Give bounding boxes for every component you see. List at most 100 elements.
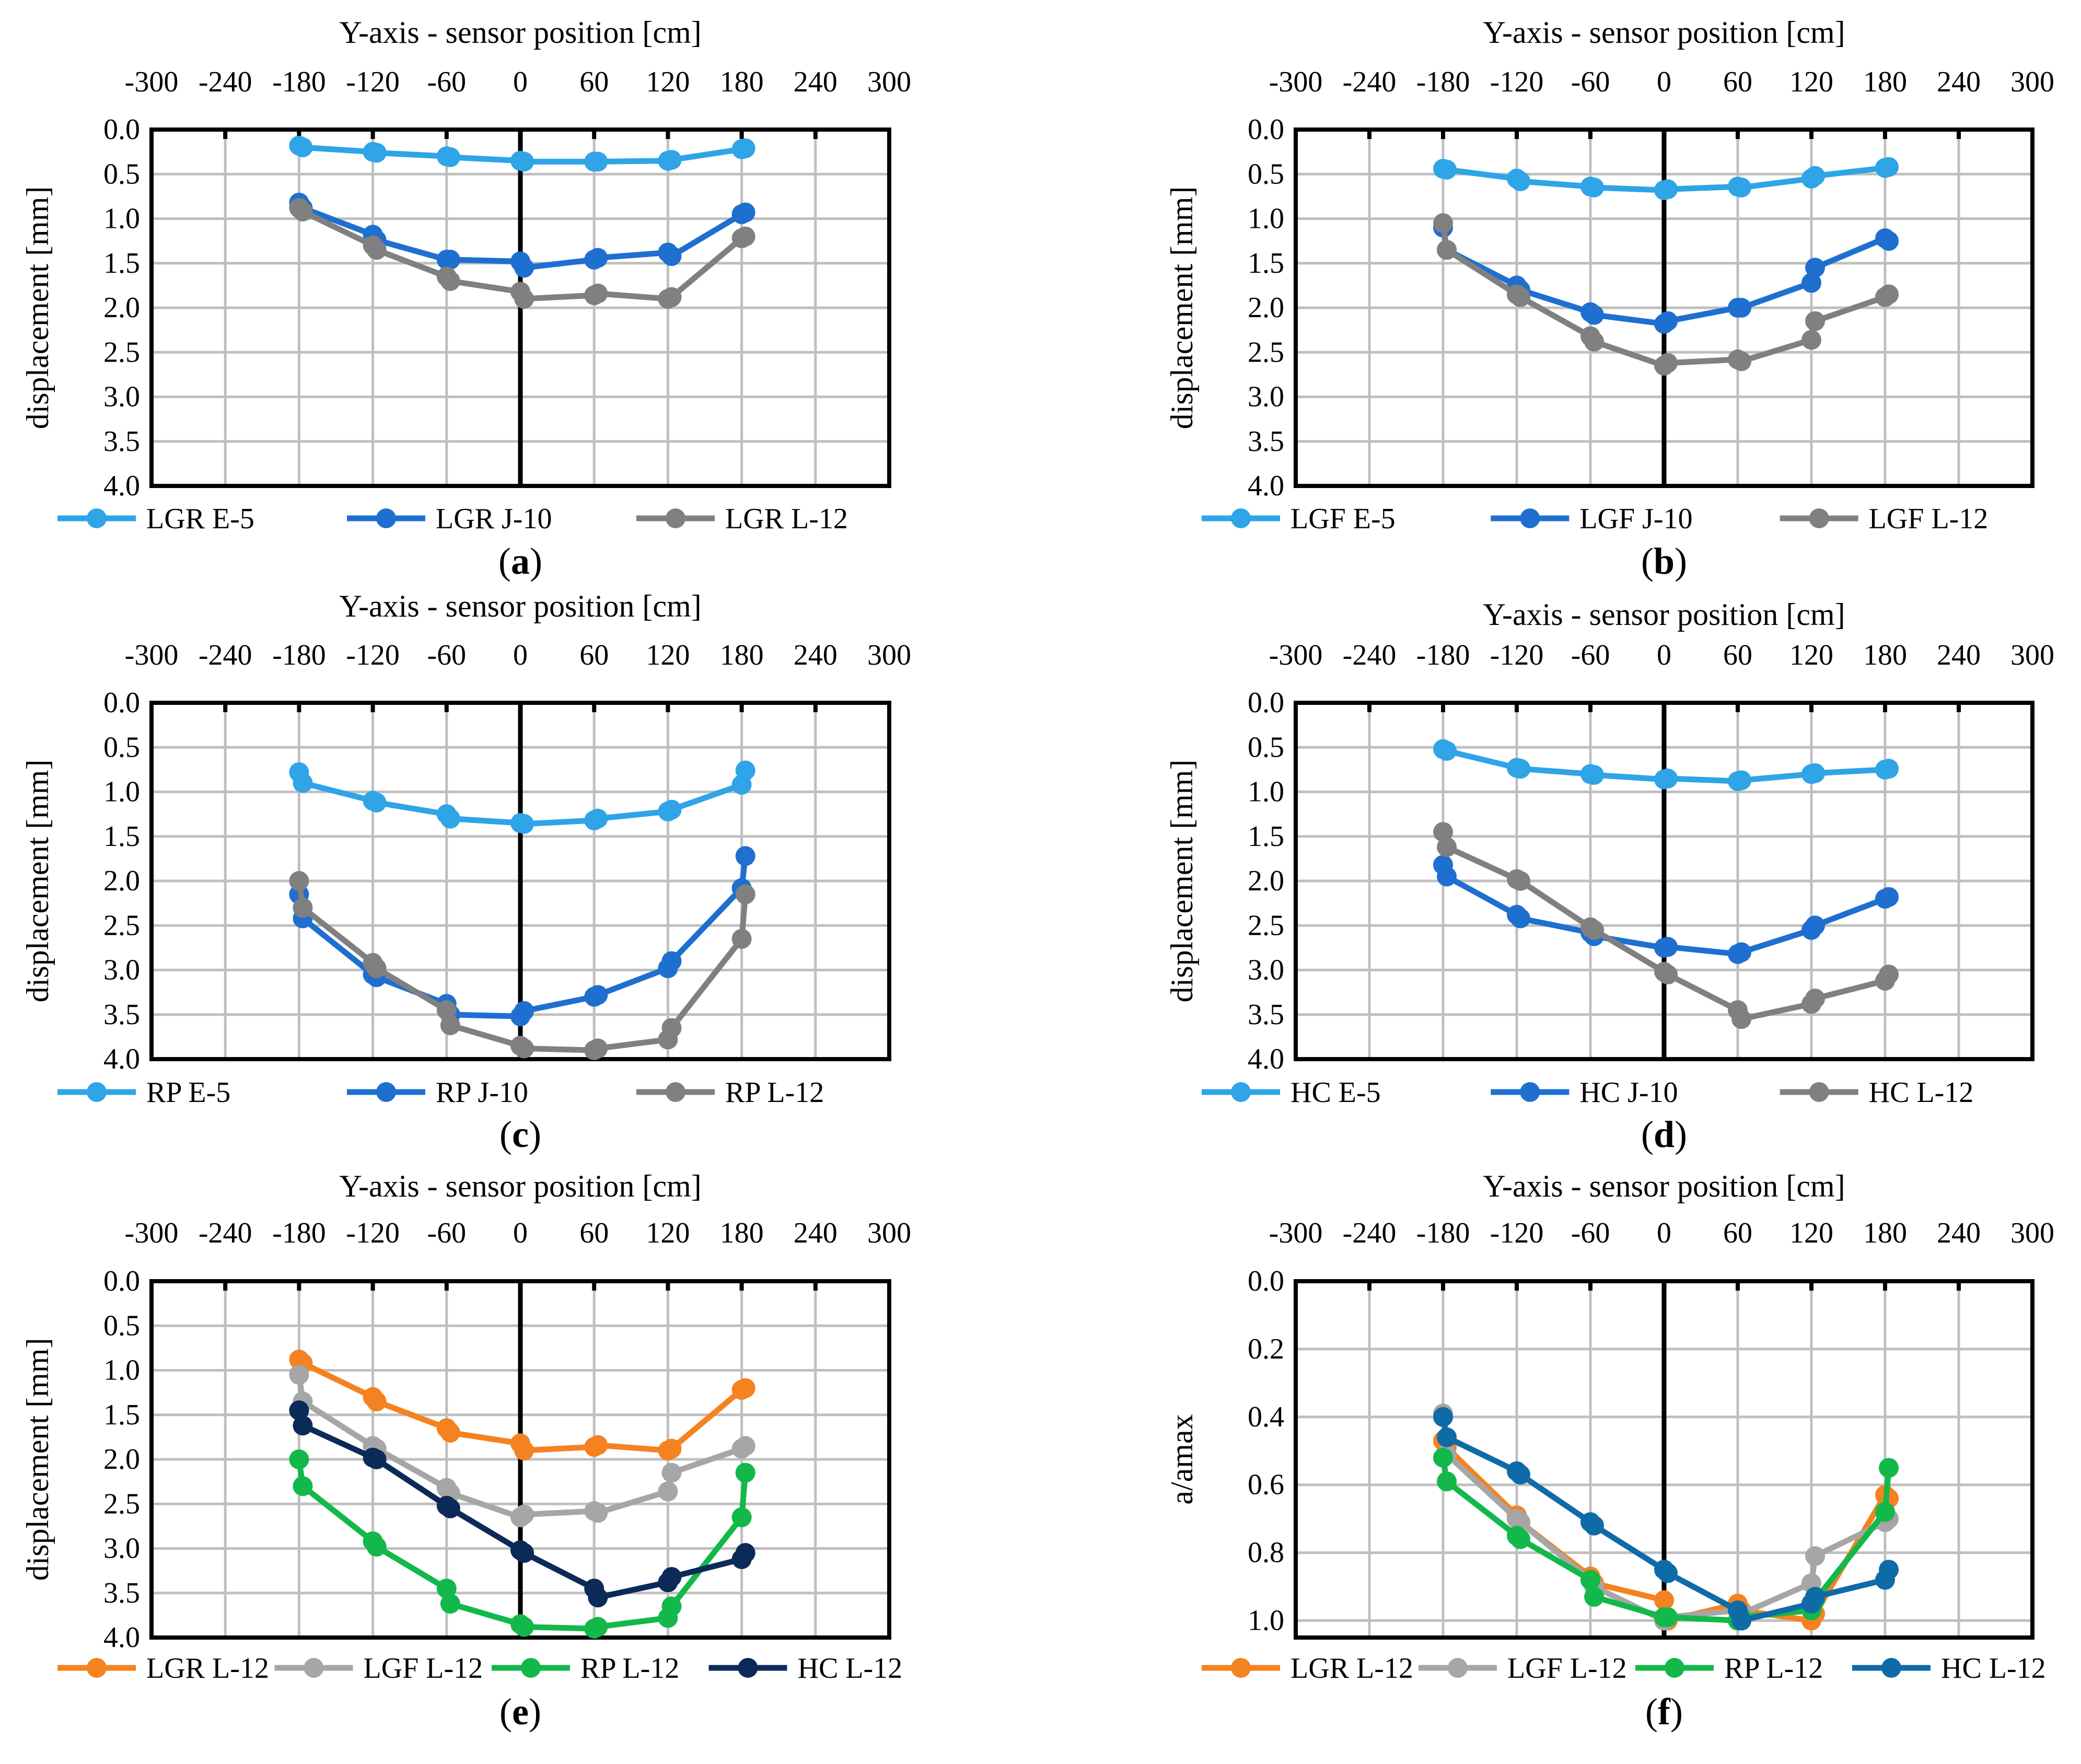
x-tick-label: 180	[1863, 66, 1907, 98]
data-point	[1584, 305, 1605, 325]
data-point	[735, 138, 755, 158]
legend-entry: LGR L-12	[57, 1652, 269, 1685]
y-tick-label: 2.0	[1248, 292, 1284, 324]
data-point	[366, 792, 387, 813]
x-tick-label: 0	[513, 639, 528, 671]
y-tick-label: 1.0	[1248, 1605, 1284, 1637]
caption-letter: f	[1658, 1691, 1671, 1733]
data-point	[293, 898, 313, 918]
x-tick-label: -240	[199, 66, 252, 98]
caption-paren-open: (	[499, 1113, 512, 1155]
y-tick-label: 4.0	[1248, 470, 1284, 502]
caption-letter: e	[512, 1691, 529, 1733]
series-lgf-e-5	[1433, 157, 1899, 200]
axis-title: Y-axis - sensor position [cm]	[339, 15, 701, 50]
legend-label: LGR J-10	[436, 503, 552, 535]
x-tick-label: -300	[125, 66, 179, 98]
y-tick-label: 0.5	[103, 158, 140, 190]
y-tick-label: 0.0	[1248, 113, 1284, 146]
data-point	[658, 1481, 678, 1502]
data-point	[1805, 311, 1826, 331]
x-tick-label: -120	[346, 1217, 400, 1249]
data-point	[661, 951, 682, 971]
y-tick-label: 3.0	[103, 1533, 140, 1565]
series-lgr-e-5	[289, 135, 755, 172]
y-tick-label: 3.5	[1248, 999, 1284, 1031]
x-tick-label: 240	[794, 639, 838, 671]
legend-entry: RP J-10	[347, 1076, 528, 1109]
data-point	[588, 283, 608, 304]
legend-marker	[87, 508, 107, 528]
panel-caption: (a)	[498, 540, 542, 582]
data-point	[1879, 284, 1899, 305]
data-point	[588, 808, 608, 829]
legend-entry: RP L-12	[1635, 1652, 1823, 1685]
x-tick-label: -60	[427, 1217, 466, 1249]
data-point	[1510, 759, 1531, 779]
caption-paren-open: (	[498, 540, 511, 582]
data-point	[514, 814, 534, 834]
y-tick-label: 2.5	[103, 1488, 140, 1520]
data-point	[1584, 331, 1605, 352]
data-point	[1801, 273, 1821, 293]
x-tick-label: 120	[1789, 66, 1833, 98]
data-point	[1658, 937, 1678, 957]
y-tick-label: 1.0	[103, 776, 140, 808]
x-tick-label: 240	[1937, 66, 1981, 98]
x-tick-label: 0	[1657, 639, 1671, 671]
caption-paren-open: (	[499, 1691, 512, 1733]
x-tick-label: -240	[199, 1217, 252, 1249]
data-point	[1731, 177, 1752, 198]
data-point	[440, 147, 460, 167]
y-tick-label: 0.0	[103, 1265, 140, 1297]
legend-entry: LGF J-10	[1491, 503, 1693, 535]
y-axis-label: displacement [mm]	[20, 1338, 55, 1581]
data-point	[1875, 1502, 1895, 1522]
x-tick-label: 240	[1937, 1217, 1981, 1249]
data-point	[1510, 1529, 1531, 1549]
data-point	[735, 846, 755, 866]
data-point	[1658, 768, 1678, 788]
data-point	[440, 249, 460, 270]
data-point	[366, 143, 387, 163]
x-tick-label: 120	[1789, 1217, 1833, 1249]
data-point	[661, 799, 682, 820]
data-point	[1658, 1563, 1678, 1583]
series-lgr-l-12	[289, 1350, 755, 1460]
data-point	[735, 760, 755, 781]
x-tick-label: 0	[1657, 1217, 1671, 1249]
legend-marker	[1809, 508, 1829, 528]
x-tick-label: -300	[1269, 639, 1323, 671]
caption-letter: c	[512, 1113, 529, 1155]
y-tick-label: 0.2	[1248, 1333, 1284, 1365]
legend-label: HC L-12	[1941, 1652, 2046, 1685]
data-point	[731, 929, 752, 949]
x-tick-label: -60	[427, 639, 466, 671]
y-tick-label: 1.5	[103, 820, 140, 853]
data-point	[1879, 157, 1899, 177]
data-point	[1879, 1458, 1899, 1478]
x-tick-label: -120	[1490, 1217, 1544, 1249]
y-tick-label: 2.5	[1248, 336, 1284, 368]
panel-caption: (c)	[499, 1113, 541, 1155]
legend-entry: HC L-12	[1852, 1652, 2046, 1685]
legend-entry: LGR E-5	[57, 503, 254, 535]
y-tick-label: 4.0	[103, 470, 140, 502]
y-tick-label: 3.0	[103, 381, 140, 413]
x-tick-label: 60	[579, 639, 609, 671]
data-point	[1805, 915, 1826, 936]
data-point	[1510, 171, 1531, 191]
x-tick-label: 60	[579, 66, 609, 98]
data-point	[514, 1001, 534, 1021]
legend-marker	[376, 508, 396, 528]
data-point	[1731, 942, 1752, 962]
x-tick-label: 120	[646, 639, 690, 671]
y-tick-label: 2.0	[1248, 865, 1284, 897]
data-point	[1658, 353, 1678, 373]
axis-title: Y-axis - sensor position [cm]	[1483, 1169, 1845, 1203]
x-tick-label: 300	[2010, 639, 2054, 671]
x-tick-label: 60	[1723, 66, 1752, 98]
legend-marker	[1809, 1082, 1829, 1102]
data-point	[514, 288, 534, 309]
x-tick-label: 120	[646, 1217, 690, 1249]
